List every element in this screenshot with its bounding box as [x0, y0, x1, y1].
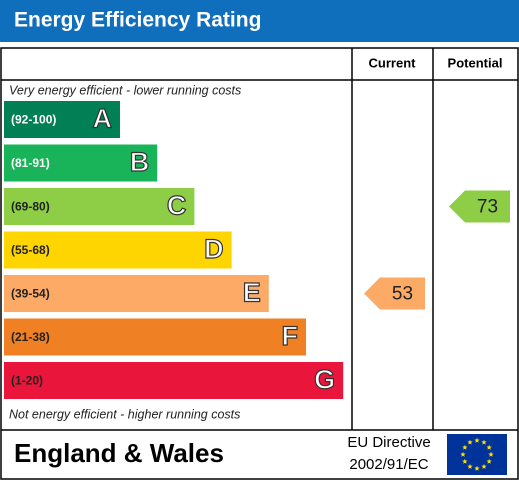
eu-star [474, 437, 480, 443]
rating-arrow [449, 190, 510, 223]
frame [0, 47, 519, 480]
eu-star [467, 463, 473, 469]
band-bar [4, 144, 158, 182]
band-letter: F [282, 321, 299, 351]
title: Energy Efficiency Rating [14, 9, 261, 32]
band-bar [4, 362, 344, 399]
eu-star [486, 458, 492, 464]
column-header: Potential [448, 55, 503, 70]
top-note: Very energy efficient - lower running co… [9, 83, 241, 97]
band-letter: C [167, 191, 187, 221]
band-letter: E [243, 278, 261, 308]
band-bar [4, 275, 269, 312]
band-range: (81-91) [11, 156, 50, 170]
directive: 2002/91/EC [349, 456, 428, 473]
directive: EU Directive [347, 434, 430, 451]
band-range: (69-80) [11, 200, 50, 214]
eu-star [460, 451, 466, 457]
rating-value: 73 [477, 197, 498, 218]
band-range: (92-100) [11, 113, 56, 127]
eu-star [486, 444, 492, 450]
column-header: Current [369, 55, 417, 70]
bottom-note: Not energy efficient - higher running co… [9, 407, 240, 421]
eu-star [474, 465, 480, 471]
band-bar [4, 101, 120, 138]
band-range: (1-20) [11, 374, 43, 388]
eu-star [488, 451, 494, 457]
band-bar [4, 188, 195, 225]
eu-stars [460, 437, 494, 471]
rating-arrow [364, 277, 425, 310]
header-bar [0, 0, 519, 42]
eu-star [481, 463, 487, 469]
rating-value: 53 [392, 284, 413, 305]
band-bar [4, 318, 306, 356]
eu-star [462, 444, 468, 450]
eu-star [481, 439, 487, 445]
band-letter: G [314, 365, 335, 395]
band-letter: A [93, 104, 113, 134]
eu-star [467, 439, 473, 445]
band-bar [4, 231, 232, 269]
region: England & Wales [14, 438, 224, 468]
band-range: (21-38) [11, 330, 50, 344]
eu-star [462, 458, 468, 464]
band-range: (39-54) [11, 287, 50, 301]
band-range: (55-68) [11, 243, 50, 257]
band-letter: B [130, 147, 150, 177]
band-letter: D [204, 234, 224, 264]
